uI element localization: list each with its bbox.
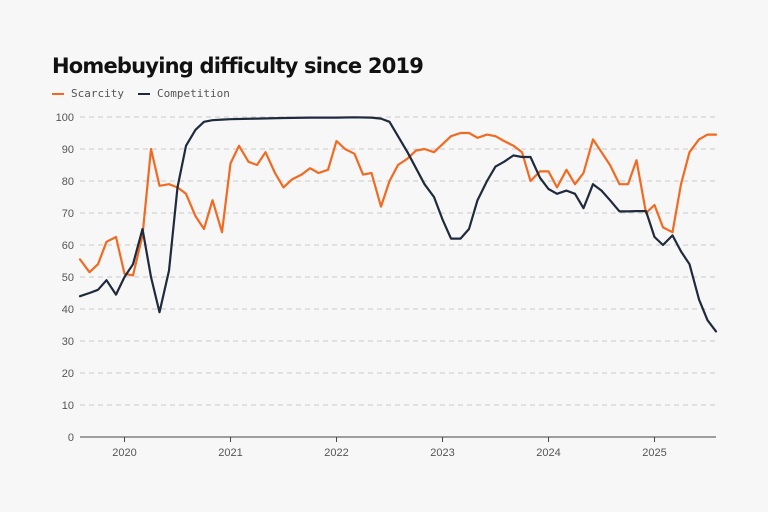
- y-tick-label-70: 70: [62, 208, 74, 220]
- legend-label-scarcity: Scarcity: [71, 87, 124, 100]
- x-tick-label-2020: 2020: [112, 447, 136, 459]
- x-tick-label-2025: 2025: [642, 447, 666, 459]
- gridlines: [80, 116, 716, 438]
- y-tick-label-0: 0: [68, 432, 74, 444]
- x-tick-label-2023: 2023: [430, 447, 454, 459]
- y-tick-label-10: 10: [62, 400, 74, 412]
- series-line-scarcity: [78, 131, 718, 277]
- y-tick-label-30: 30: [62, 336, 74, 348]
- x-axis: 2020 2021 2022 2023 2024 2025: [112, 437, 667, 459]
- x-tick-label-2022: 2022: [324, 447, 348, 459]
- x-tick-label-2024: 2024: [536, 447, 560, 459]
- legend-item-competition: Competition: [137, 87, 230, 100]
- x-tick-label-2021: 2021: [218, 447, 242, 459]
- legend-label-competition: Competition: [156, 87, 230, 100]
- y-tick-label-40: 40: [62, 304, 74, 316]
- y-tick-label-20: 20: [62, 368, 74, 380]
- series-line-competition: [78, 116, 718, 333]
- y-tick-label-50: 50: [62, 272, 74, 284]
- y-tick-label-80: 80: [62, 176, 74, 188]
- series-lines: [78, 116, 718, 333]
- y-tick-label-100: 100: [56, 112, 74, 124]
- legend-item-scarcity: Scarcity: [52, 87, 124, 100]
- legend: Scarcity Competition: [52, 87, 244, 100]
- legend-swatch-competition: [137, 92, 150, 95]
- chart-title: Homebuying difficulty since 2019: [52, 54, 424, 78]
- y-tick-label-60: 60: [62, 240, 74, 252]
- y-axis: 0 10 20 30 40 50 60 70 80 90 100: [56, 112, 74, 444]
- legend-swatch-scarcity: [52, 92, 64, 95]
- y-tick-label-90: 90: [62, 144, 74, 156]
